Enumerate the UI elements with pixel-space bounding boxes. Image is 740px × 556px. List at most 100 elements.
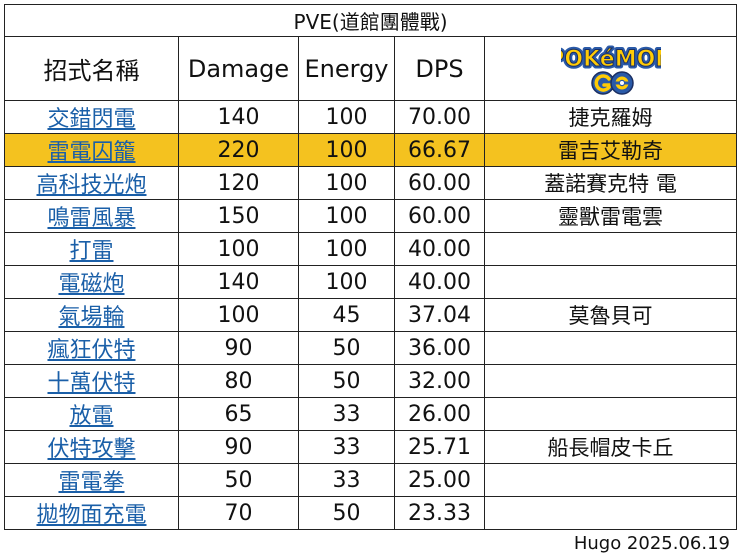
table-title: PVE(道館團體戰): [3, 4, 738, 37]
pokemon-cell: [483, 265, 738, 299]
dps-cell: 40.00: [394, 232, 485, 266]
energy-cell: 100: [298, 133, 395, 167]
move-link[interactable]: 伏特攻擊: [47, 437, 136, 462]
move-name-cell: 十萬伏特: [4, 364, 179, 398]
pokemon-cell: 雷吉艾勒奇: [483, 133, 738, 167]
energy-cell: 100: [298, 199, 395, 233]
damage-cell: 120: [178, 166, 299, 200]
energy-cell: 50: [298, 364, 395, 398]
energy-cell: 100: [298, 232, 395, 266]
pokemon-cell: [483, 364, 738, 398]
dps-cell: 37.04: [394, 298, 485, 332]
dps-cell: 70.00: [394, 100, 485, 134]
energy-cell: 33: [298, 430, 395, 464]
table-row: 放電 65 33 26.00: [4, 397, 738, 431]
energy-cell: 100: [298, 100, 395, 134]
pokemon-go-logo-icon: POKéMON POKéMON: [561, 44, 661, 95]
move-link[interactable]: 打雷: [69, 239, 114, 264]
dps-cell: 25.00: [394, 463, 485, 497]
header-logo: POKéMON POKéMON: [483, 36, 738, 101]
damage-cell: 220: [178, 133, 299, 167]
footer-credit: Hugo 2025.06.19: [573, 533, 730, 554]
table-row: 電磁炮 140 100 40.00: [4, 265, 738, 299]
move-name-cell: 電磁炮: [4, 265, 179, 299]
dps-cell: 40.00: [394, 265, 485, 299]
header-move: 招式名稱: [4, 36, 179, 101]
table-row: 鳴雷風暴 150 100 60.00 靈獸雷電雲: [4, 199, 738, 233]
move-link[interactable]: 十萬伏特: [47, 371, 136, 396]
dps-cell: 26.00: [394, 397, 485, 431]
move-link[interactable]: 瘋狂伏特: [47, 338, 136, 363]
table-row: 十萬伏特 80 50 32.00: [4, 364, 738, 398]
table-row: 交錯閃電 140 100 70.00 捷克羅姆: [4, 100, 738, 134]
damage-cell: 140: [178, 100, 299, 134]
move-link[interactable]: 電磁炮: [58, 272, 125, 297]
damage-cell: 90: [178, 331, 299, 365]
damage-cell: 140: [178, 265, 299, 299]
pokemon-cell: [483, 397, 738, 431]
pokemon-cell: [483, 496, 738, 530]
header-row: 招式名稱 Damage Energy DPS POKéMON POKéMON: [4, 36, 738, 101]
pokemon-cell: [483, 331, 738, 365]
energy-cell: 50: [298, 331, 395, 365]
energy-cell: 33: [298, 397, 395, 431]
pokemon-cell: 船長帽皮卡丘: [483, 430, 738, 464]
move-link[interactable]: 高科技光炮: [36, 173, 147, 198]
move-name-cell: 雷電拳: [4, 463, 179, 497]
move-name-cell: 拋物面充電: [4, 496, 179, 530]
move-link[interactable]: 雷電囚籠: [47, 140, 136, 165]
dps-cell: 60.00: [394, 199, 485, 233]
pve-moves-table: PVE(道館團體戰) 招式名稱 Damage Energy DPS POKéMO…: [3, 4, 738, 530]
move-link[interactable]: 雷電拳: [58, 470, 125, 495]
energy-cell: 33: [298, 463, 395, 497]
table-row: 伏特攻擊 90 33 25.71 船長帽皮卡丘: [4, 430, 738, 464]
move-name-cell: 雷電囚籠: [4, 133, 179, 167]
damage-cell: 65: [178, 397, 299, 431]
table-row: 雷電拳 50 33 25.00: [4, 463, 738, 497]
pokemon-cell: 蓋諾賽克特 電: [483, 166, 738, 200]
pokemon-cell: 捷克羅姆: [483, 100, 738, 134]
table-row: 氣場輪 100 45 37.04 莫魯貝可: [4, 298, 738, 332]
pokemon-cell: 靈獸雷電雲: [483, 199, 738, 233]
dps-cell: 25.71: [394, 430, 485, 464]
energy-cell: 45: [298, 298, 395, 332]
damage-cell: 150: [178, 199, 299, 233]
move-name-cell: 高科技光炮: [4, 166, 179, 200]
move-name-cell: 伏特攻擊: [4, 430, 179, 464]
move-name-cell: 瘋狂伏特: [4, 331, 179, 365]
energy-cell: 50: [298, 496, 395, 530]
damage-cell: 100: [178, 232, 299, 266]
move-name-cell: 放電: [4, 397, 179, 431]
table-body: 交錯閃電 140 100 70.00 捷克羅姆 雷電囚籠 220 100 66.67 雷吉艾勒奇高…: [4, 100, 738, 530]
header-damage: Damage: [178, 36, 299, 101]
table-row: 打雷 100 100 40.00: [4, 232, 738, 266]
header-dps: DPS: [394, 36, 485, 101]
energy-cell: 100: [298, 166, 395, 200]
move-name-cell: 打雷: [4, 232, 179, 266]
move-link[interactable]: 氣場輪: [58, 305, 125, 330]
table-row: 高科技光炮 120 100 60.00 蓋諾賽克特 電: [4, 166, 738, 200]
svg-text:POKéMON: POKéMON: [561, 47, 661, 72]
title-row: PVE(道館團體戰): [3, 4, 738, 37]
energy-cell: 100: [298, 265, 395, 299]
svg-text:POKéMON: POKéMON: [561, 47, 661, 72]
damage-cell: 70: [178, 496, 299, 530]
move-name-cell: 鳴雷風暴: [4, 199, 179, 233]
header-energy: Energy: [298, 36, 395, 101]
dps-cell: 66.67: [394, 133, 485, 167]
move-link[interactable]: 拋物面充電: [36, 503, 147, 528]
table-row: 拋物面充電 70 50 23.33: [4, 496, 738, 530]
pokemon-cell: [483, 232, 738, 266]
damage-cell: 100: [178, 298, 299, 332]
move-link[interactable]: 鳴雷風暴: [47, 206, 136, 231]
move-name-cell: 交錯閃電: [4, 100, 179, 134]
move-link[interactable]: 放電: [69, 404, 114, 429]
pokemon-cell: 莫魯貝可: [483, 298, 738, 332]
move-name-cell: 氣場輪: [4, 298, 179, 332]
move-link[interactable]: 交錯閃電: [47, 107, 136, 132]
damage-cell: 80: [178, 364, 299, 398]
damage-cell: 90: [178, 430, 299, 464]
table-row: 雷電囚籠 220 100 66.67 雷吉艾勒奇: [4, 133, 738, 167]
dps-cell: 60.00: [394, 166, 485, 200]
